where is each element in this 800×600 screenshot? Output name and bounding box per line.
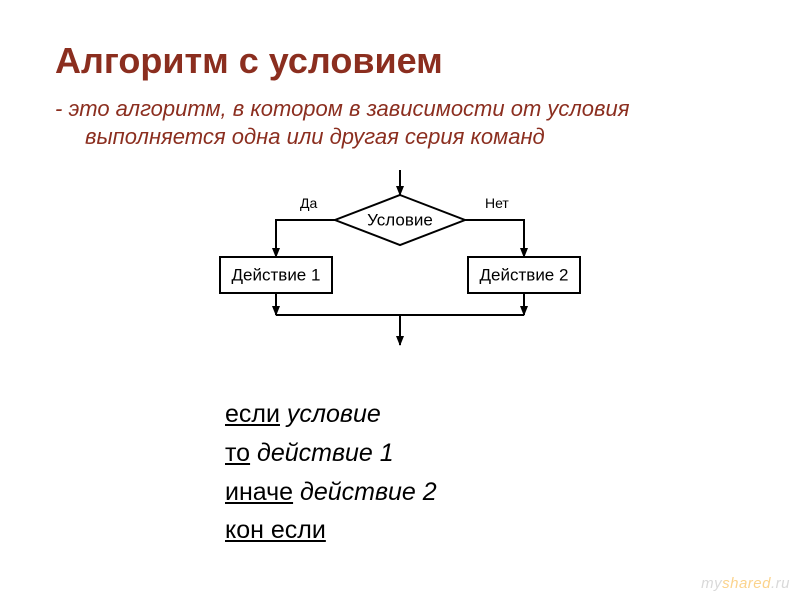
watermark-prefix: my — [701, 575, 722, 592]
pseudocode-line: то действие 1 — [225, 434, 437, 473]
pseudocode-block: если условието действие 1иначе действие … — [225, 395, 437, 550]
pseudocode-text: действие 1 — [250, 439, 394, 467]
pseudocode-keyword: то — [225, 439, 250, 467]
action2-node-label: Действие 2 — [480, 265, 569, 284]
pseudocode-keyword: кон если — [225, 516, 326, 544]
action1-node-label: Действие 1 — [232, 265, 321, 284]
pseudocode-keyword: если — [225, 400, 280, 428]
pseudocode-keyword: иначе — [225, 478, 293, 506]
watermark-suffix: .ru — [771, 575, 790, 592]
slide-title: Алгоритм с условием — [55, 40, 443, 82]
flowchart: Условие Да Нет Действие 1 Действие 2 — [180, 165, 620, 365]
pseudocode-line: иначе действие 2 — [225, 473, 437, 512]
edge-label-yes: Да — [300, 195, 317, 211]
pseudocode-text: условие — [280, 400, 381, 428]
condition-label: Условие — [367, 210, 433, 229]
edge-label-no: Нет — [485, 195, 509, 211]
slide-subtitle: - это алгоритм, в котором в зависимости … — [55, 95, 745, 150]
subtitle-line2: выполняется одна или другая серия команд — [55, 123, 745, 151]
watermark-mid: shared — [722, 575, 771, 592]
watermark: myshared.ru — [701, 575, 790, 592]
pseudocode-line: кон если — [225, 511, 437, 550]
pseudocode-text: действие 2 — [293, 478, 437, 506]
pseudocode-line: если условие — [225, 395, 437, 434]
subtitle-line1: - это алгоритм, в котором в зависимости … — [55, 96, 630, 121]
